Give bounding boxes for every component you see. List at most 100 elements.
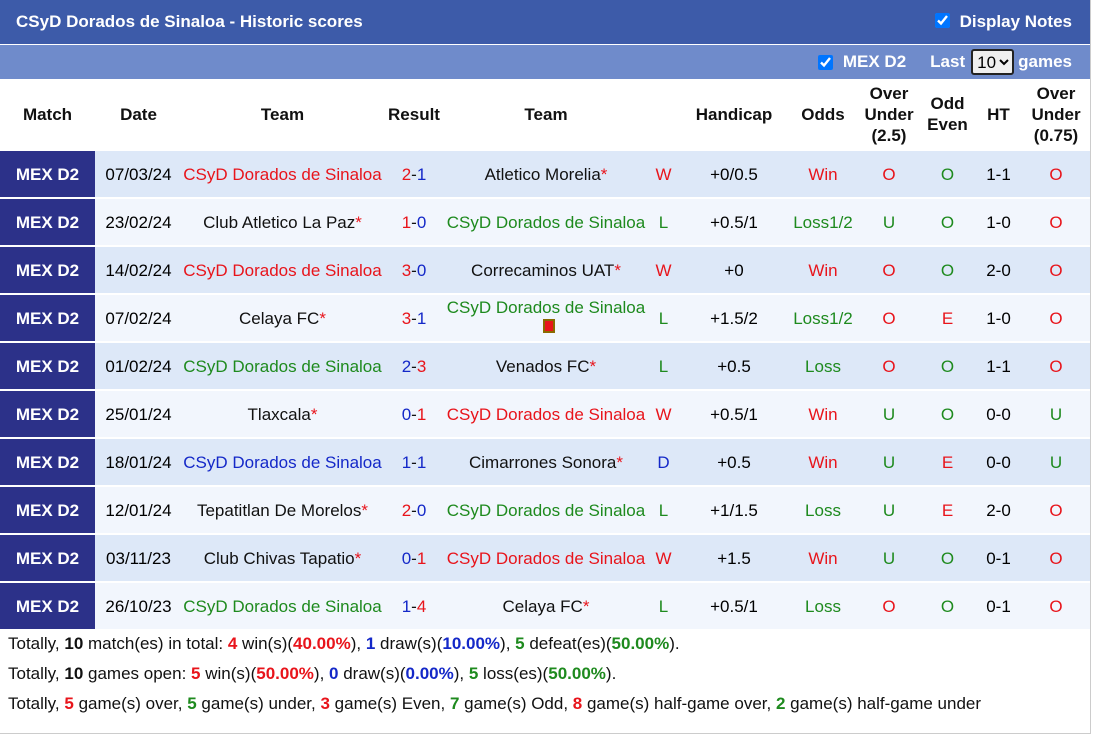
odds-text: Win: [808, 164, 838, 184]
count-select[interactable]: 10: [971, 49, 1015, 75]
league: MEX D2: [0, 341, 95, 390]
odd-even-text: O: [940, 212, 955, 232]
score-part: 0: [401, 548, 412, 568]
handicap: +0.5/1: [680, 389, 788, 438]
league: MEX D2: [0, 197, 95, 246]
display-notes-label[interactable]: Display Notes: [959, 12, 1072, 31]
summary-text: 5: [468, 664, 479, 683]
odds-text: Loss1/2: [793, 212, 853, 232]
date: 26/10/23: [95, 581, 182, 629]
summary-text: game(s) under,: [196, 694, 321, 713]
league-checkbox[interactable]: [817, 54, 833, 70]
date: 12/01/24: [95, 485, 182, 534]
league: MEX D2: [0, 533, 95, 582]
team-name: CSyD Dorados de Sinaloa: [183, 356, 382, 376]
over-under: U: [858, 485, 920, 534]
summary-text: 10.00%: [442, 634, 501, 653]
summary-text: ),: [453, 664, 469, 683]
odd-even-text: O: [940, 548, 955, 568]
away-team: Venados FC*: [445, 341, 647, 390]
half-time: 1-1: [975, 149, 1022, 198]
away-team: Atletico Morelia*: [445, 149, 647, 198]
summary-text: defeat(es)(: [524, 634, 612, 653]
outcome-text: W: [655, 404, 672, 424]
outcome: W: [647, 245, 680, 294]
over-under-075-text: O: [1049, 596, 1063, 616]
odd-even: E: [920, 485, 975, 534]
summary-text: game(s) over,: [73, 694, 188, 713]
summary-text: 5: [191, 664, 201, 683]
over-under-075: U: [1022, 437, 1090, 486]
odd-even-text: O: [940, 596, 955, 616]
handicap: +0.5/1: [680, 581, 788, 629]
odds: Loss1/2: [788, 197, 858, 246]
summary-text: loss(es)(: [478, 664, 549, 683]
away-team: CSyD Dorados de Sinaloa: [445, 533, 647, 582]
score-part: 3: [401, 260, 412, 280]
home-team: Club Atletico La Paz*: [182, 197, 383, 246]
summary-text: game(s) Odd,: [459, 694, 573, 713]
summary-text: win(s)(: [200, 664, 257, 683]
summary-text: 4: [227, 634, 238, 653]
odds: Loss1/2: [788, 293, 858, 342]
over-under-text: O: [882, 164, 896, 184]
odds: Win: [788, 245, 858, 294]
result: 3-1: [383, 293, 445, 342]
outcome-text: L: [658, 356, 669, 376]
score-part: 1: [416, 164, 427, 184]
red-card: [543, 319, 555, 333]
league: MEX D2: [0, 437, 95, 486]
scores-table: Match Date Team Result Team Handicap Odds Over …: [0, 79, 1090, 629]
outcome-text: W: [655, 548, 672, 568]
team-name: Tlaxcala: [247, 404, 311, 424]
date: 14/02/24: [95, 245, 182, 294]
date: 25/01/24: [95, 389, 182, 438]
handicap: +0: [680, 245, 788, 294]
odd-even-text: E: [941, 452, 954, 472]
odd-even: E: [920, 293, 975, 342]
over-under: O: [858, 245, 920, 294]
half-time: 2-0: [975, 245, 1022, 294]
outcome-text: L: [658, 596, 669, 616]
over-under-075: O: [1022, 581, 1090, 629]
team-mark: *: [319, 308, 326, 328]
match-row: MEX D2 25/01/24 Tlaxcala* 0-1 CSyD Dorados d…: [0, 389, 1090, 438]
summary-text: 50.00%: [611, 634, 670, 653]
column-header: Date: [120, 104, 157, 124]
summary-text: 40.00%: [293, 634, 351, 653]
summary-text: ),: [313, 664, 330, 683]
home-team: Tlaxcala*: [182, 389, 383, 438]
half-time: 0-1: [975, 533, 1022, 582]
score-part: -: [411, 452, 417, 472]
team-name: Venados FC: [495, 356, 590, 376]
odds-text: Win: [808, 260, 838, 280]
over-under: U: [858, 533, 920, 582]
odds: Win: [788, 149, 858, 198]
summary-text: game(s) half-game over,: [582, 694, 776, 713]
half-time: 1-1: [975, 341, 1022, 390]
summary-text: win(s)(: [237, 634, 294, 653]
away-team: Celaya FC*: [445, 581, 647, 629]
over-under-075-text: O: [1049, 548, 1063, 568]
display-notes-checkbox[interactable]: [934, 13, 950, 28]
over-under-075-text: U: [1049, 452, 1063, 472]
over-under-075-text: O: [1049, 212, 1063, 232]
handicap: +0/0.5: [680, 149, 788, 198]
over-under-075: O: [1022, 533, 1090, 582]
half-time: 0-0: [975, 437, 1022, 486]
team-name: Correcaminos UAT: [471, 260, 615, 280]
league: MEX D2: [0, 293, 95, 342]
odd-even: O: [920, 533, 975, 582]
team-name: CSyD Dorados de Sinaloa: [446, 298, 646, 317]
summary-text: 3: [320, 694, 330, 713]
header-row: Match Date Team Result Team Handicap Odds Over …: [0, 79, 1090, 150]
over-under-text: U: [882, 212, 896, 232]
result: 2-3: [383, 341, 445, 390]
outcome-text: D: [657, 452, 670, 472]
column-header: HT: [987, 104, 1010, 124]
odds-text: Loss: [805, 500, 841, 520]
outcome-text: W: [655, 164, 672, 184]
score-part: 0: [401, 404, 412, 424]
summary-text: 50.00%: [256, 664, 314, 683]
